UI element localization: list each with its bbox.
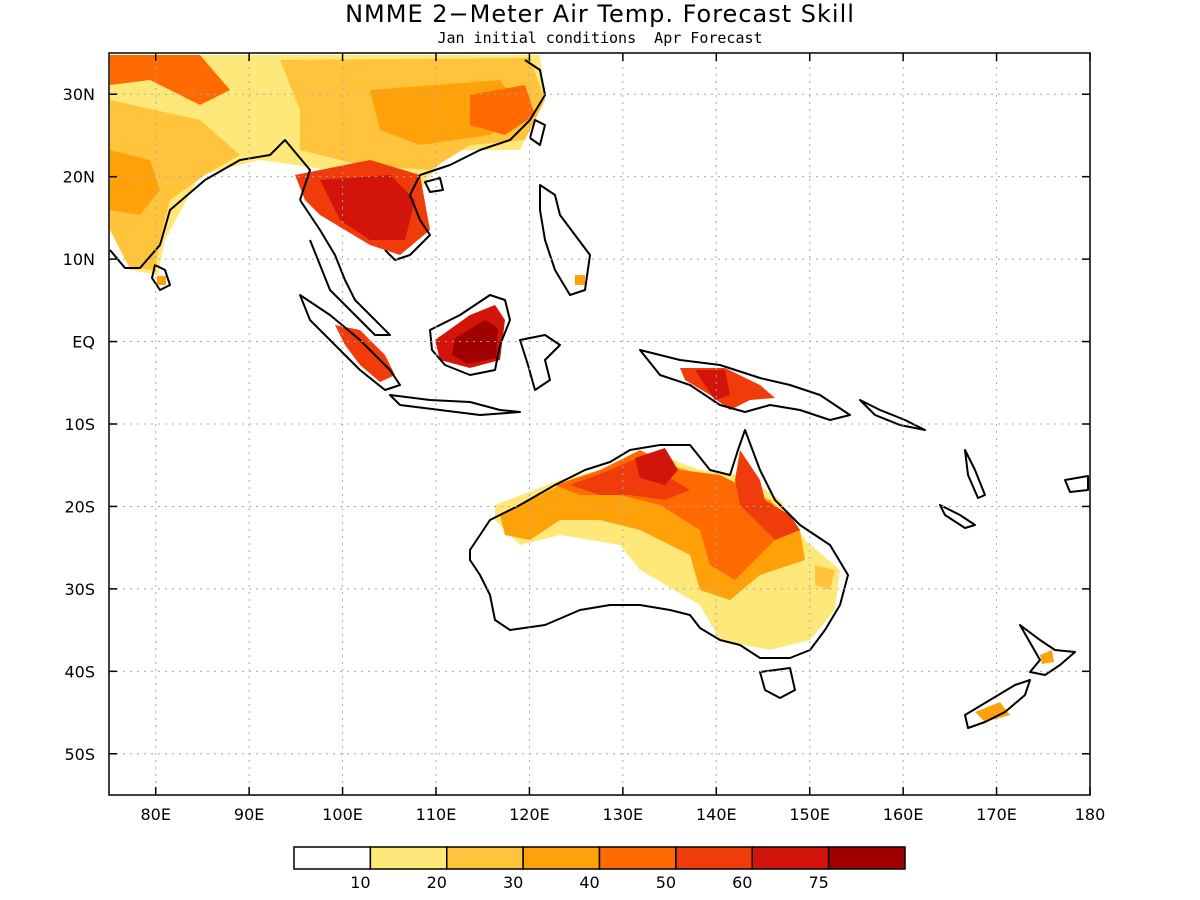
shade-new-guinea-core	[695, 370, 730, 400]
lat-label: 40S	[64, 662, 95, 681]
shade-india-north	[110, 55, 230, 105]
coast-tasmania	[759, 667, 796, 699]
colorbar-swatch	[522, 846, 601, 870]
shade-aus-cape	[735, 450, 800, 540]
shade-aus-east	[815, 565, 835, 590]
lon-label: 170E	[976, 805, 1017, 824]
coast-vanuatu	[964, 449, 986, 499]
coast-india	[109, 139, 311, 269]
coast-nz-south	[964, 679, 1031, 729]
gridlines	[109, 53, 1090, 795]
shade-borneo	[452, 320, 498, 364]
colorbar-label: 50	[656, 873, 676, 892]
colorbar-label: 60	[732, 873, 752, 892]
lat-label: 10N	[63, 250, 95, 269]
colorbar-label: 10	[350, 873, 370, 892]
colorbar-label: 75	[808, 873, 828, 892]
shade-aus-core	[570, 455, 690, 500]
shade-india	[110, 100, 240, 270]
colorbar-swatch	[293, 846, 372, 870]
coast-indochina	[299, 199, 391, 336]
colorbar-label: 30	[503, 873, 523, 892]
coast-philippines	[539, 184, 591, 296]
lon-label: 130E	[603, 805, 644, 824]
lat-label: EQ	[72, 333, 95, 352]
coast-java	[389, 394, 521, 416]
shade-nz-south	[975, 702, 1010, 722]
lon-label: 150E	[789, 805, 830, 824]
shade-china-se	[470, 85, 535, 135]
coast-new-caledonia	[939, 504, 976, 529]
colorbar-label: 20	[427, 873, 447, 892]
colorbar-swatch	[675, 846, 753, 870]
map-title: NMME 2−Meter Air Temp. Forecast Skill	[345, 0, 855, 28]
coast-hainan	[424, 177, 444, 193]
lat-label: 30N	[63, 85, 95, 104]
lat-label: 50S	[64, 745, 95, 764]
coast-south-china	[419, 59, 546, 176]
lat-label: 30S	[64, 580, 95, 599]
colorbar-swatch	[446, 846, 524, 870]
coast-fiji	[1064, 475, 1089, 493]
coast-solomons	[859, 399, 926, 431]
coast-new-guinea	[639, 349, 851, 421]
coast-taiwan	[529, 119, 546, 146]
coast-vietnam	[384, 174, 431, 261]
lon-label: 180	[1075, 805, 1106, 824]
lat-label: 10S	[64, 415, 95, 434]
lat-label: 20N	[63, 168, 95, 187]
coastlines	[109, 59, 1089, 729]
coast-nz-north	[1019, 624, 1076, 676]
coast-sumatra	[299, 294, 401, 391]
shade-nz-north	[1040, 650, 1054, 664]
colorbar: 10 20 30 40 50 60 75	[293, 846, 906, 892]
lon-label: 100E	[322, 805, 363, 824]
coast-borneo	[429, 294, 511, 376]
colorbar-label: 40	[579, 873, 599, 892]
lon-label: 80E	[140, 805, 170, 824]
colorbar-swatch	[598, 846, 677, 870]
coast-sri-lanka	[151, 264, 171, 291]
lon-label: 110E	[416, 805, 457, 824]
coast-australia	[469, 429, 849, 659]
shade-sri-lanka	[157, 276, 166, 285]
longitude-axis: 80E 90E 100E 110E 120E 130E 140E 150E 160E 170E 18…	[140, 53, 1105, 824]
shade-philippines	[575, 275, 585, 285]
colorbar-swatch	[827, 846, 906, 870]
shade-india-west	[110, 150, 160, 215]
lat-label: 20S	[64, 497, 95, 516]
lon-label: 160E	[883, 805, 924, 824]
lon-label: 90E	[234, 805, 264, 824]
colorbar-swatch	[751, 846, 830, 870]
map-subtitle: Jan initial conditions Apr Forecast	[437, 29, 763, 47]
colorbar-swatch	[369, 846, 448, 870]
shade-aus-top-end	[635, 448, 678, 485]
latitude-axis: 30N 20N 10N EQ 10S 20S 30S 40S 50S	[63, 85, 1090, 764]
shade-indochina	[320, 175, 415, 240]
coast-sulawesi	[519, 334, 561, 391]
shade-sumatra	[335, 325, 395, 382]
lon-label: 120E	[509, 805, 550, 824]
lon-label: 140E	[696, 805, 737, 824]
skill-shading	[110, 55, 1054, 722]
